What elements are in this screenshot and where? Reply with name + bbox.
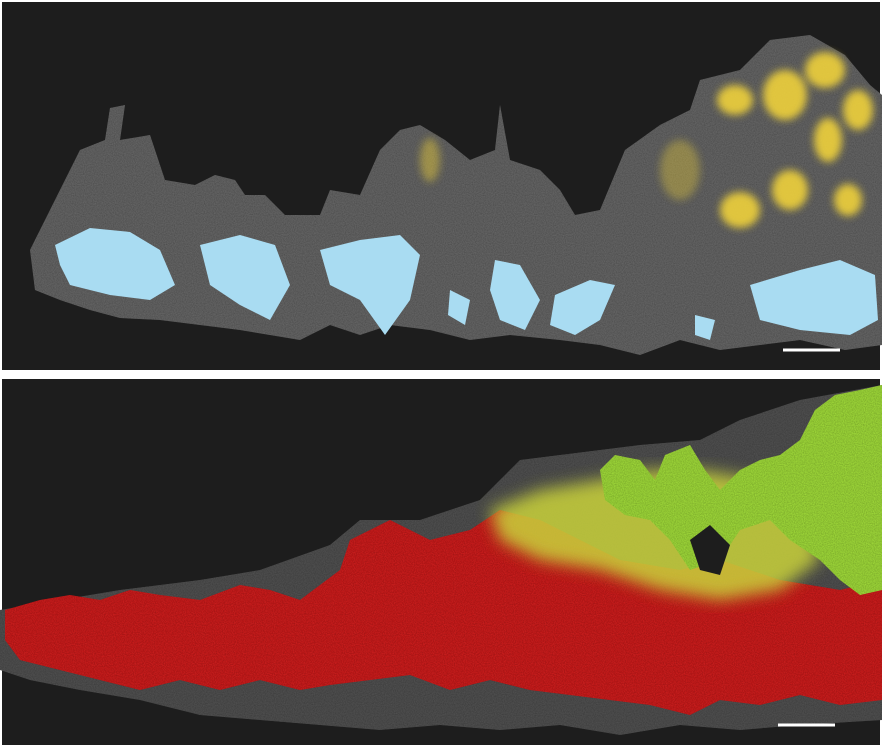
yellow-patch [814, 118, 842, 162]
yellow-patch [420, 138, 440, 182]
yellow-patch [720, 192, 760, 228]
yellow-patch [805, 52, 845, 88]
yellow-patch [763, 70, 807, 120]
micrograph-figure [0, 0, 882, 747]
yellow-patch [717, 85, 753, 115]
yellow-patch [660, 140, 700, 200]
yellow-patch [843, 90, 873, 130]
top-panel [2, 2, 882, 370]
page: (() => { const data = JSON.parse(documen… [0, 0, 882, 747]
bottom-panel [0, 379, 882, 745]
yellow-patch [834, 184, 862, 216]
yellow-patch [772, 170, 808, 210]
